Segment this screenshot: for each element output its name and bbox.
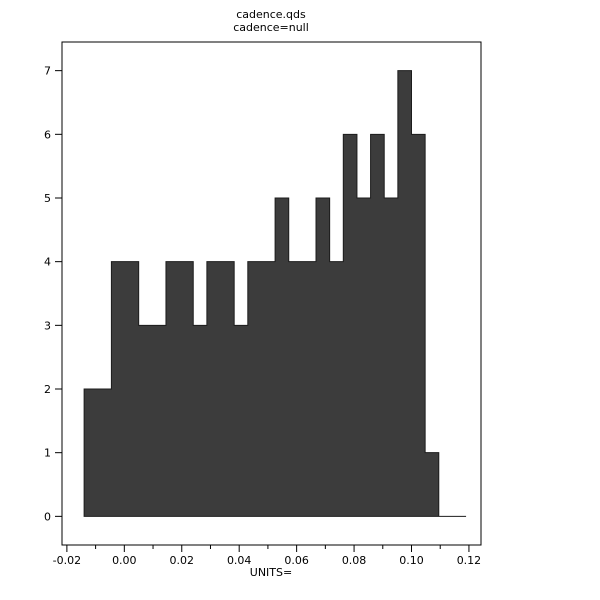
x-axis-tick-label: -0.02 (53, 554, 81, 567)
x-axis-tick-label: 0.06 (284, 554, 309, 567)
x-axis-tick-label: 0.10 (399, 554, 424, 567)
y-axis-tick-label: 3 (44, 319, 51, 332)
x-axis-tick-label: 0.02 (170, 554, 195, 567)
chart-title-block: cadence.qds cadence=null (0, 8, 542, 34)
x-axis-tick-label: 0.00 (112, 554, 137, 567)
y-axis-tick-label: 4 (44, 256, 51, 269)
x-axis-tick-label: 0.04 (227, 554, 252, 567)
y-axis-tick-label: 1 (44, 447, 51, 460)
x-axis-tick-label: 0.08 (342, 554, 367, 567)
y-axis-tick-label: 2 (44, 383, 51, 396)
plot-frame (61, 41, 482, 546)
y-axis-tick-label: 6 (44, 128, 51, 141)
y-axis-tick-label: 0 (44, 510, 51, 523)
histogram-bars (83, 70, 467, 517)
x-axis-tick-label: 0.12 (457, 554, 482, 567)
chart-title: cadence.qds (236, 8, 306, 21)
x-axis-label: UNITS= (249, 566, 293, 579)
y-axis-tick-label: 5 (44, 192, 51, 205)
y-axis-tick-label: 7 (44, 65, 51, 78)
chart-subtitle: cadence=null (233, 21, 309, 34)
